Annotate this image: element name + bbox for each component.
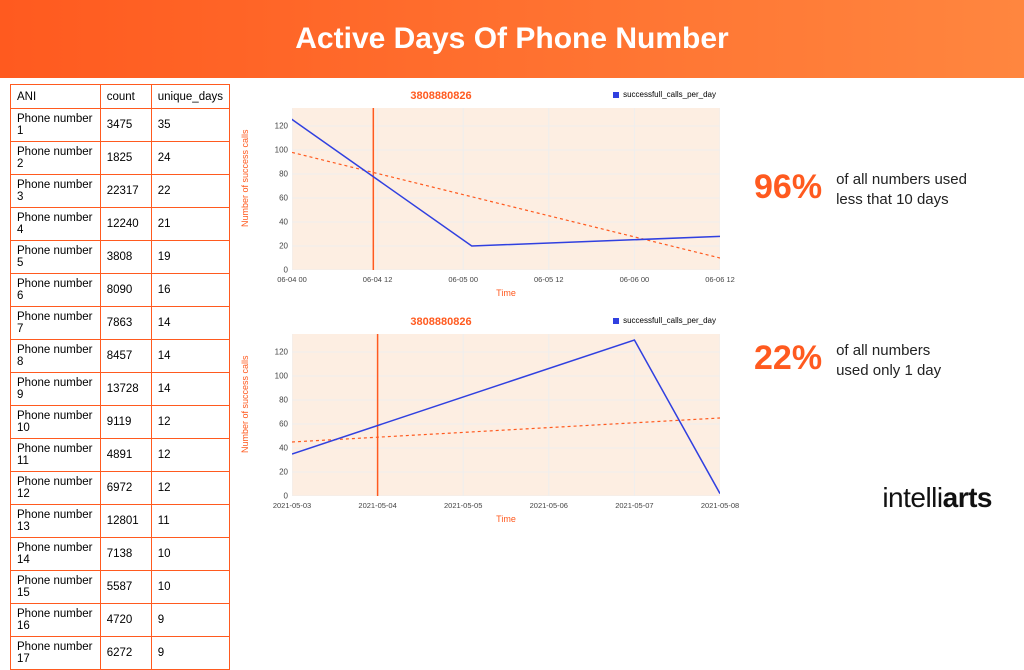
y-tick: 0 [258,266,288,275]
x-tick: 2021-05-05 [444,501,482,510]
x-tick: 06-06 00 [620,275,650,284]
x-tick: 2021-05-03 [273,501,311,510]
charts-column: 3808880826successfull_calls_per_dayNumbe… [238,84,724,538]
logo-part2: arts [943,482,992,513]
x-tick: 2021-05-07 [615,501,653,510]
table-row: Phone number 10911912 [11,406,230,439]
header: Active Days Of Phone Number [0,0,1024,78]
table-row: Phone number 8845714 [11,340,230,373]
x-axis-label: Time [292,514,720,524]
table-col-0: ANI [11,85,101,109]
table-row: Phone number 15558710 [11,571,230,604]
y-tick: 20 [258,242,288,251]
data-table: ANIcountunique_days Phone number 1347535… [10,84,230,670]
y-tick: 80 [258,396,288,405]
table-col-2: unique_days [151,85,229,109]
table-row: Phone number 12697212 [11,472,230,505]
logo: intelliarts [882,482,992,514]
stat-1-pct: 96% [754,168,822,207]
y-tick: 40 [258,218,288,227]
x-tick: 06-05 12 [534,275,564,284]
logo-part1: intelli [882,482,942,513]
x-tick: 2021-05-08 [701,501,739,510]
table-row: Phone number 7786314 [11,307,230,340]
x-tick: 2021-05-06 [530,501,568,510]
table-row: Phone number 2182524 [11,142,230,175]
stat-1: 96% of all numbers used less that 10 day… [754,168,1004,211]
x-tick: 06-06 12 [705,275,735,284]
page-title: Active Days Of Phone Number [295,22,728,56]
chart-title: 3808880826 [238,316,644,328]
y-tick: 60 [258,194,288,203]
stat-2-pct: 22% [754,339,822,378]
chart-title: 3808880826 [238,90,644,102]
table-row: Phone number 1347535 [11,109,230,142]
y-tick: 0 [258,492,288,501]
y-axis-label: Number of success calls [236,312,254,496]
stats-column: 96% of all numbers used less that 10 day… [724,84,1024,538]
table-row: Phone number 91372814 [11,373,230,406]
stat-2: 22% of all numbers used only 1 day [754,339,1004,382]
table-col-1: count [100,85,151,109]
y-tick: 120 [258,348,288,357]
chart-legend: successfull_calls_per_day [613,90,716,99]
x-axis-label: Time [292,288,720,298]
table-row: Phone number 11489112 [11,439,230,472]
data-table-wrap: ANIcountunique_days Phone number 1347535… [0,84,238,538]
stat-1-text: of all numbers used less that 10 days [836,168,967,211]
table-row: Phone number 6809016 [11,274,230,307]
x-tick: 06-04 00 [277,275,307,284]
y-tick: 20 [258,468,288,477]
table-row: Phone number 32231722 [11,175,230,208]
plot-area [292,334,720,496]
x-tick: 2021-05-04 [358,501,396,510]
table-header-row: ANIcountunique_days [11,85,230,109]
y-tick: 80 [258,170,288,179]
chart-legend: successfull_calls_per_day [613,316,716,325]
stat-2-text: of all numbers used only 1 day [836,339,941,382]
table-row: Phone number 41224021 [11,208,230,241]
y-tick: 60 [258,420,288,429]
table-row: Phone number 5380819 [11,241,230,274]
table-row: Phone number 1762729 [11,637,230,670]
y-tick: 40 [258,444,288,453]
content: ANIcountunique_days Phone number 1347535… [0,78,1024,538]
x-tick: 06-05 00 [448,275,478,284]
table-row: Phone number 1647209 [11,604,230,637]
y-tick: 100 [258,372,288,381]
x-tick: 06-04 12 [363,275,393,284]
table-row: Phone number 131280111 [11,505,230,538]
plot-area [292,108,720,270]
y-tick: 120 [258,122,288,131]
chart-top: 3808880826successfull_calls_per_day Numbe… [238,86,724,302]
chart-bottom: 3808880826successfull_calls_per_day Numbe… [238,312,724,528]
table-row: Phone number 14713810 [11,538,230,571]
y-tick: 100 [258,146,288,155]
y-axis-label: Number of success calls [236,86,254,270]
table-body: Phone number 1347535Phone number 2182524… [11,109,230,670]
